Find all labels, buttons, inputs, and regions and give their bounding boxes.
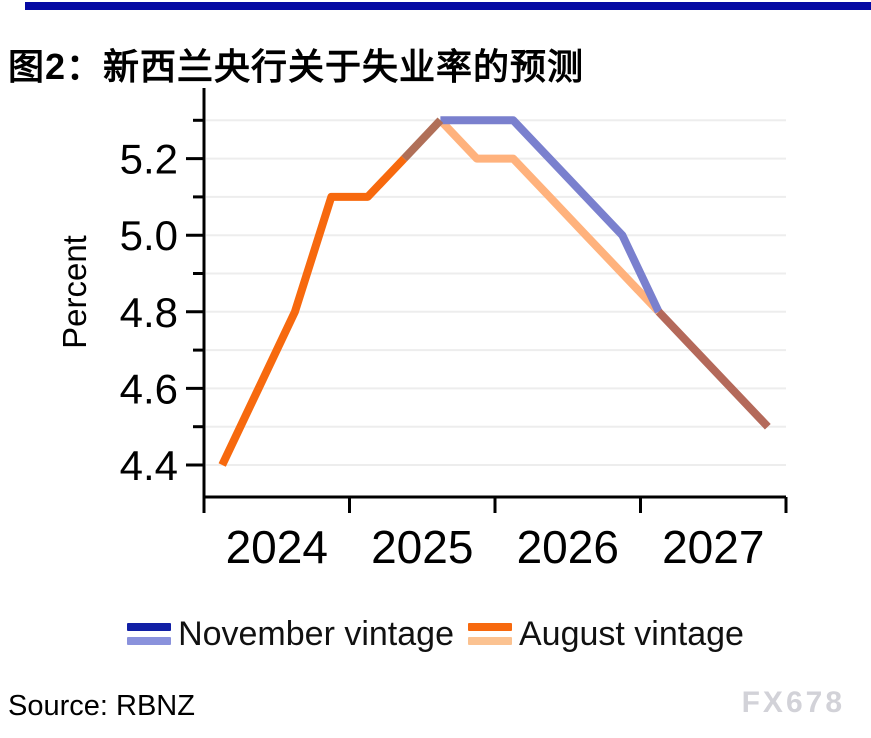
y-axis-title: Percent (56, 235, 93, 349)
november-actual-swatch (127, 623, 172, 631)
y-tick-label: 4.4 (120, 442, 178, 489)
august-forecast-swatch (467, 637, 512, 645)
november-forecast-swatch (127, 637, 172, 645)
y-tick-label: 4.6 (120, 365, 178, 412)
x-tick-label: 2027 (662, 521, 764, 573)
november-forecast-line (440, 116, 663, 314)
x-tick-label: 2026 (517, 521, 619, 573)
y-tick-label: 4.8 (120, 289, 178, 336)
november-line-swatch (127, 623, 172, 645)
legend-item-november: November vintage (127, 615, 454, 654)
august-actual-swatch (467, 623, 512, 631)
overlap-rise-line (401, 117, 444, 162)
overlap-tail-line (655, 309, 771, 430)
legend-label-august: August vintage (518, 614, 744, 653)
source-note: Source: RBNZ (8, 690, 195, 722)
august-forecast-line (437, 117, 662, 315)
y-tick-label: 5.0 (120, 212, 178, 259)
top-accent-bar (25, 2, 871, 10)
august-line-swatch (467, 623, 512, 645)
legend-label-november: November vintage (178, 614, 454, 653)
legend-item-august: August vintage (467, 614, 744, 654)
unemployment-forecast-chart: 4.4 4.6 4.8 5.0 5.2 2024 2025 2026 2027 Percent (56, 88, 788, 573)
august-actual-line (218, 155, 407, 467)
watermark-fx678: FX678 (741, 686, 845, 719)
x-tick-label: 2025 (371, 521, 473, 573)
y-tick-label: 5.2 (120, 136, 178, 183)
chart-legend: November vintage August vintage (0, 606, 871, 662)
x-tick-label: 2024 (226, 521, 328, 573)
page-title: 图2：新西兰央行关于失业率的预测 (8, 46, 585, 88)
